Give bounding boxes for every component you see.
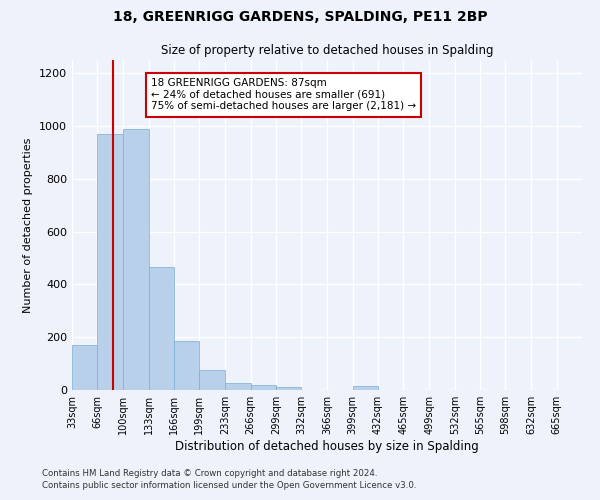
Y-axis label: Number of detached properties: Number of detached properties <box>23 138 34 312</box>
Bar <box>149 267 174 390</box>
Title: Size of property relative to detached houses in Spalding: Size of property relative to detached ho… <box>161 44 493 58</box>
Bar <box>72 345 97 390</box>
Bar <box>276 388 301 390</box>
Text: 18 GREENRIGG GARDENS: 87sqm
← 24% of detached houses are smaller (691)
75% of se: 18 GREENRIGG GARDENS: 87sqm ← 24% of det… <box>151 78 416 112</box>
Bar <box>199 370 226 390</box>
Text: Contains HM Land Registry data © Crown copyright and database right 2024.
Contai: Contains HM Land Registry data © Crown c… <box>42 468 416 490</box>
Bar <box>174 341 199 390</box>
Bar <box>353 386 378 390</box>
Bar <box>226 382 251 390</box>
Bar <box>124 128 149 390</box>
Bar <box>97 134 124 390</box>
Bar <box>251 385 276 390</box>
X-axis label: Distribution of detached houses by size in Spalding: Distribution of detached houses by size … <box>175 440 479 453</box>
Text: 18, GREENRIGG GARDENS, SPALDING, PE11 2BP: 18, GREENRIGG GARDENS, SPALDING, PE11 2B… <box>113 10 487 24</box>
